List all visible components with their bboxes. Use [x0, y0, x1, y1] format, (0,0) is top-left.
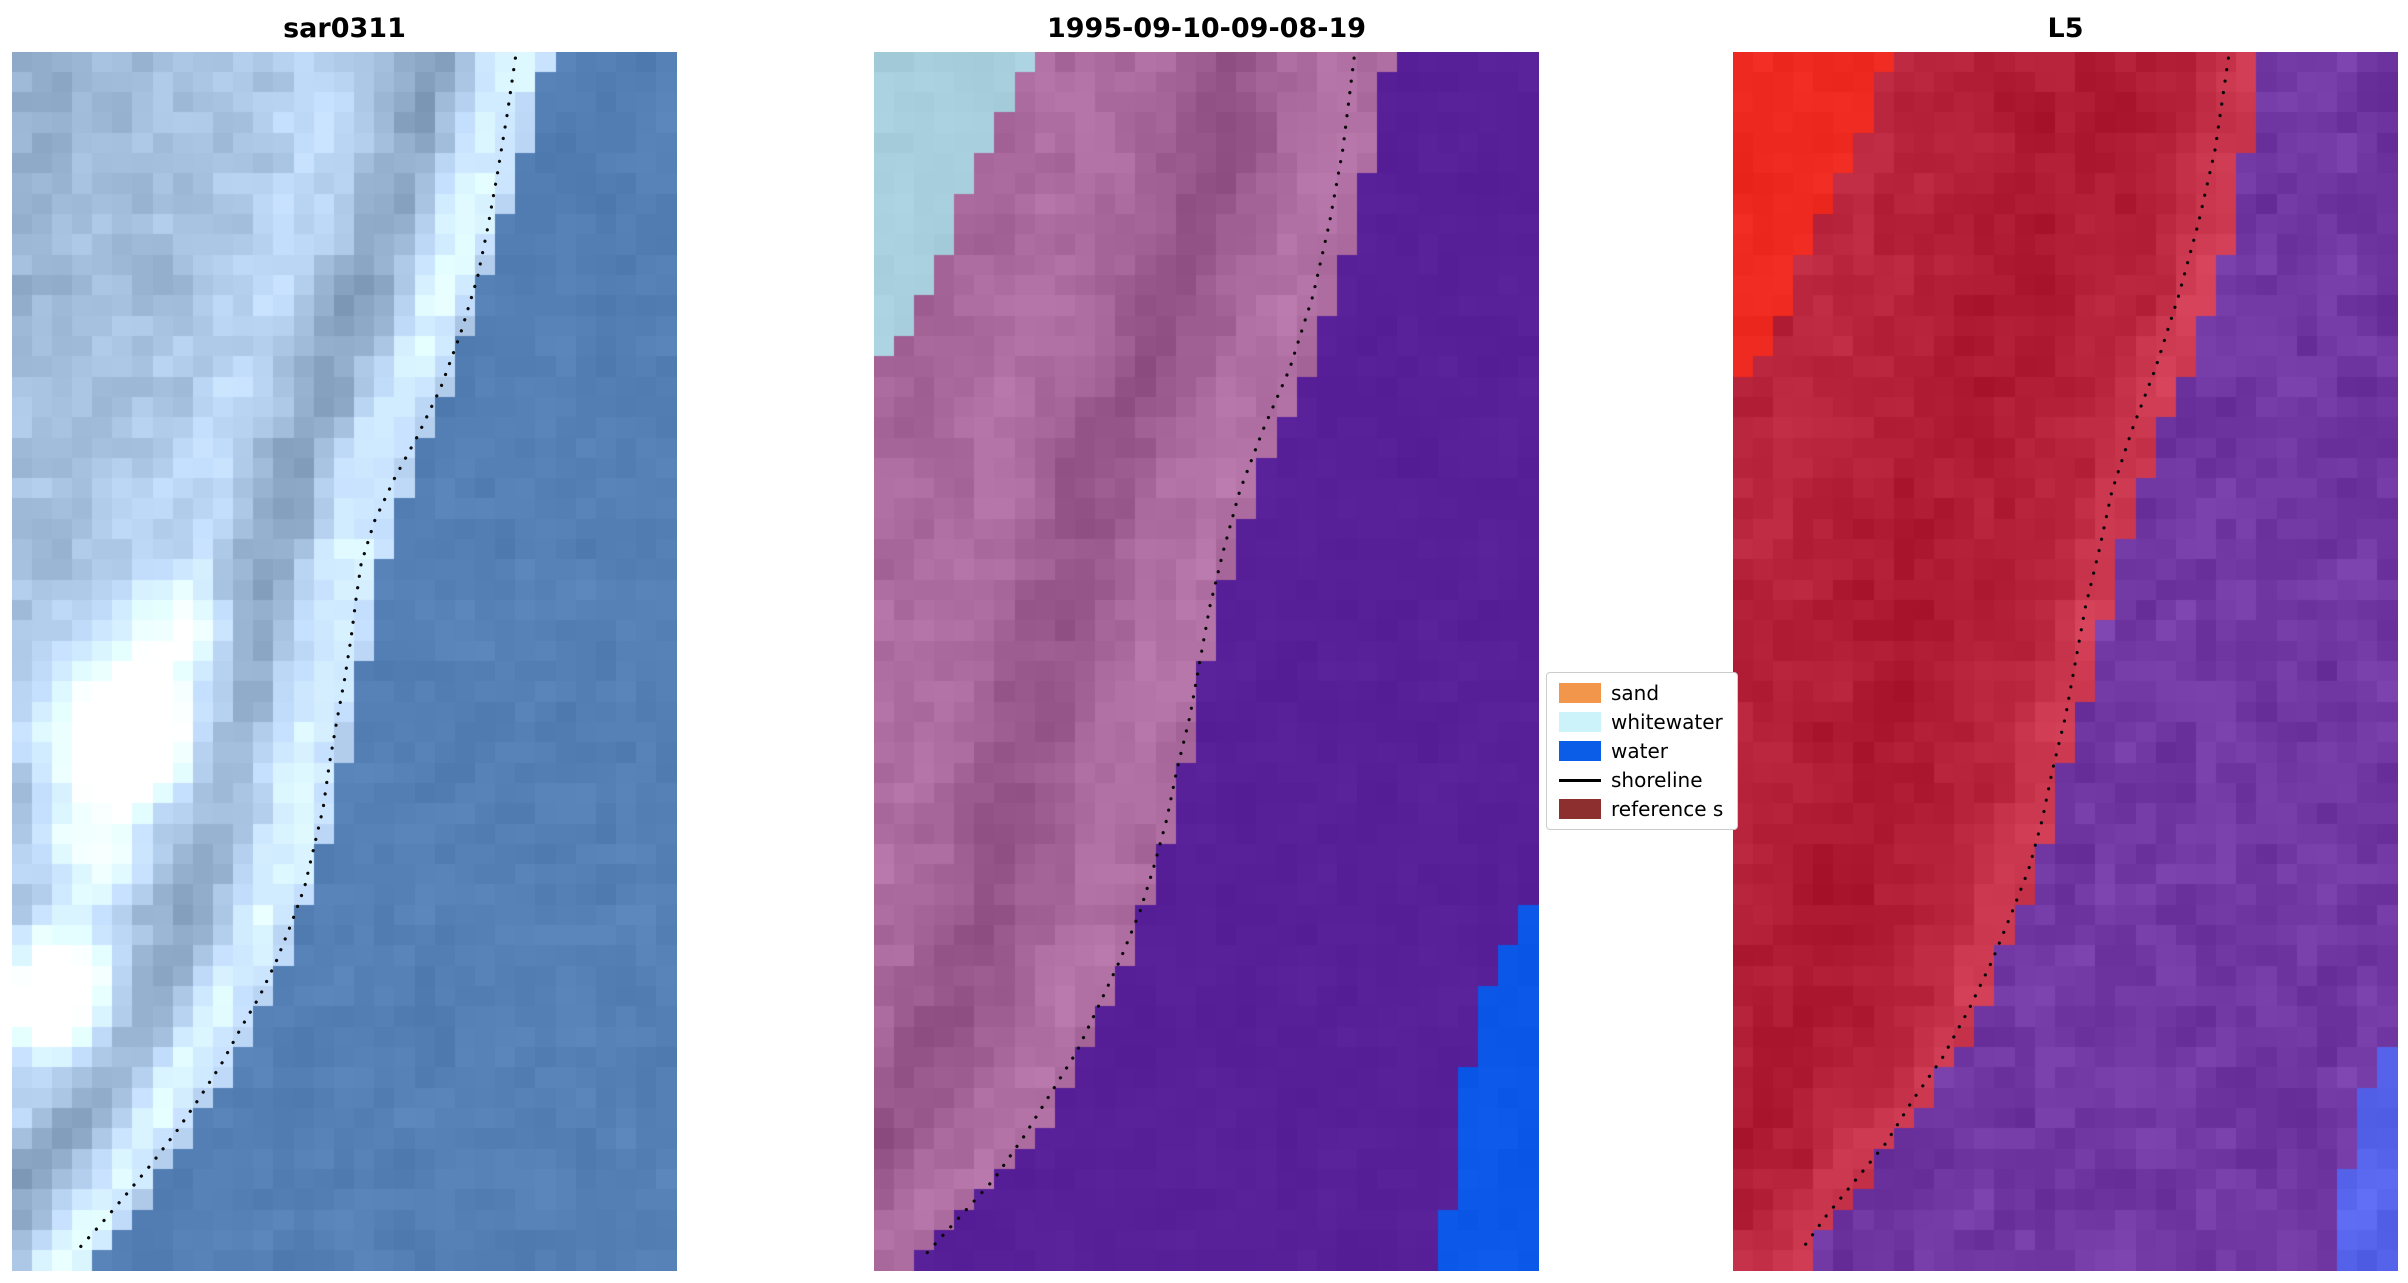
panel-title: 1995-09-10-09-08-19	[1046, 13, 1367, 44]
water-swatch	[1559, 741, 1601, 761]
sar-image	[12, 52, 677, 1271]
legend: sand whitewater water shoreline referenc…	[1546, 672, 1738, 830]
legend-item-water: water	[1559, 741, 1725, 761]
legend-label-whitewater: whitewater	[1611, 710, 1723, 734]
panel-l5: L5	[1733, 13, 2398, 1271]
legend-item-whitewater: whitewater	[1559, 712, 1725, 732]
legend-item-shoreline: shoreline	[1559, 770, 1725, 790]
legend-item-reference-shoreline: reference s	[1559, 799, 1725, 819]
reference-shoreline-swatch	[1559, 799, 1601, 819]
whitewater-swatch	[1559, 712, 1601, 732]
shoreline-line-swatch	[1559, 778, 1601, 782]
legend-label-reference-shoreline: reference s	[1611, 797, 1724, 821]
shoreline-dots	[1797, 56, 2230, 1255]
panel-title: L5	[2047, 13, 2084, 44]
classified-image	[874, 52, 1539, 1271]
legend-label-shoreline: shoreline	[1611, 768, 1703, 792]
panel-title: sar0311	[283, 13, 406, 44]
l5-image	[1733, 52, 2398, 1271]
sand-swatch	[1559, 683, 1601, 703]
shoreline-dots	[925, 56, 1356, 1255]
legend-label-water: water	[1611, 739, 1668, 763]
shoreline-overlay	[925, 56, 1356, 1255]
panel-sar0311: sar0311	[12, 13, 677, 1271]
legend-label-sand: sand	[1611, 681, 1660, 705]
legend-item-sand: sand	[1559, 683, 1725, 703]
shoreline-overlay	[73, 56, 517, 1255]
shoreline-overlay	[1797, 56, 2230, 1255]
shoreline-dots	[73, 56, 517, 1255]
panel-classified: 1995-09-10-09-08-19	[874, 13, 1539, 1271]
